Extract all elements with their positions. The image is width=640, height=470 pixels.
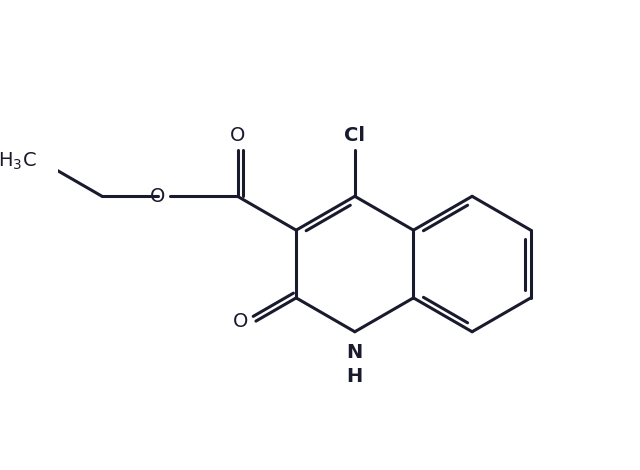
Text: N: N [347, 344, 363, 362]
Text: Cl: Cl [344, 126, 365, 145]
Text: O: O [233, 312, 248, 330]
Text: O: O [230, 126, 245, 145]
Text: H: H [347, 367, 363, 386]
Text: O: O [150, 187, 165, 206]
Text: H$_3$C: H$_3$C [0, 150, 37, 172]
